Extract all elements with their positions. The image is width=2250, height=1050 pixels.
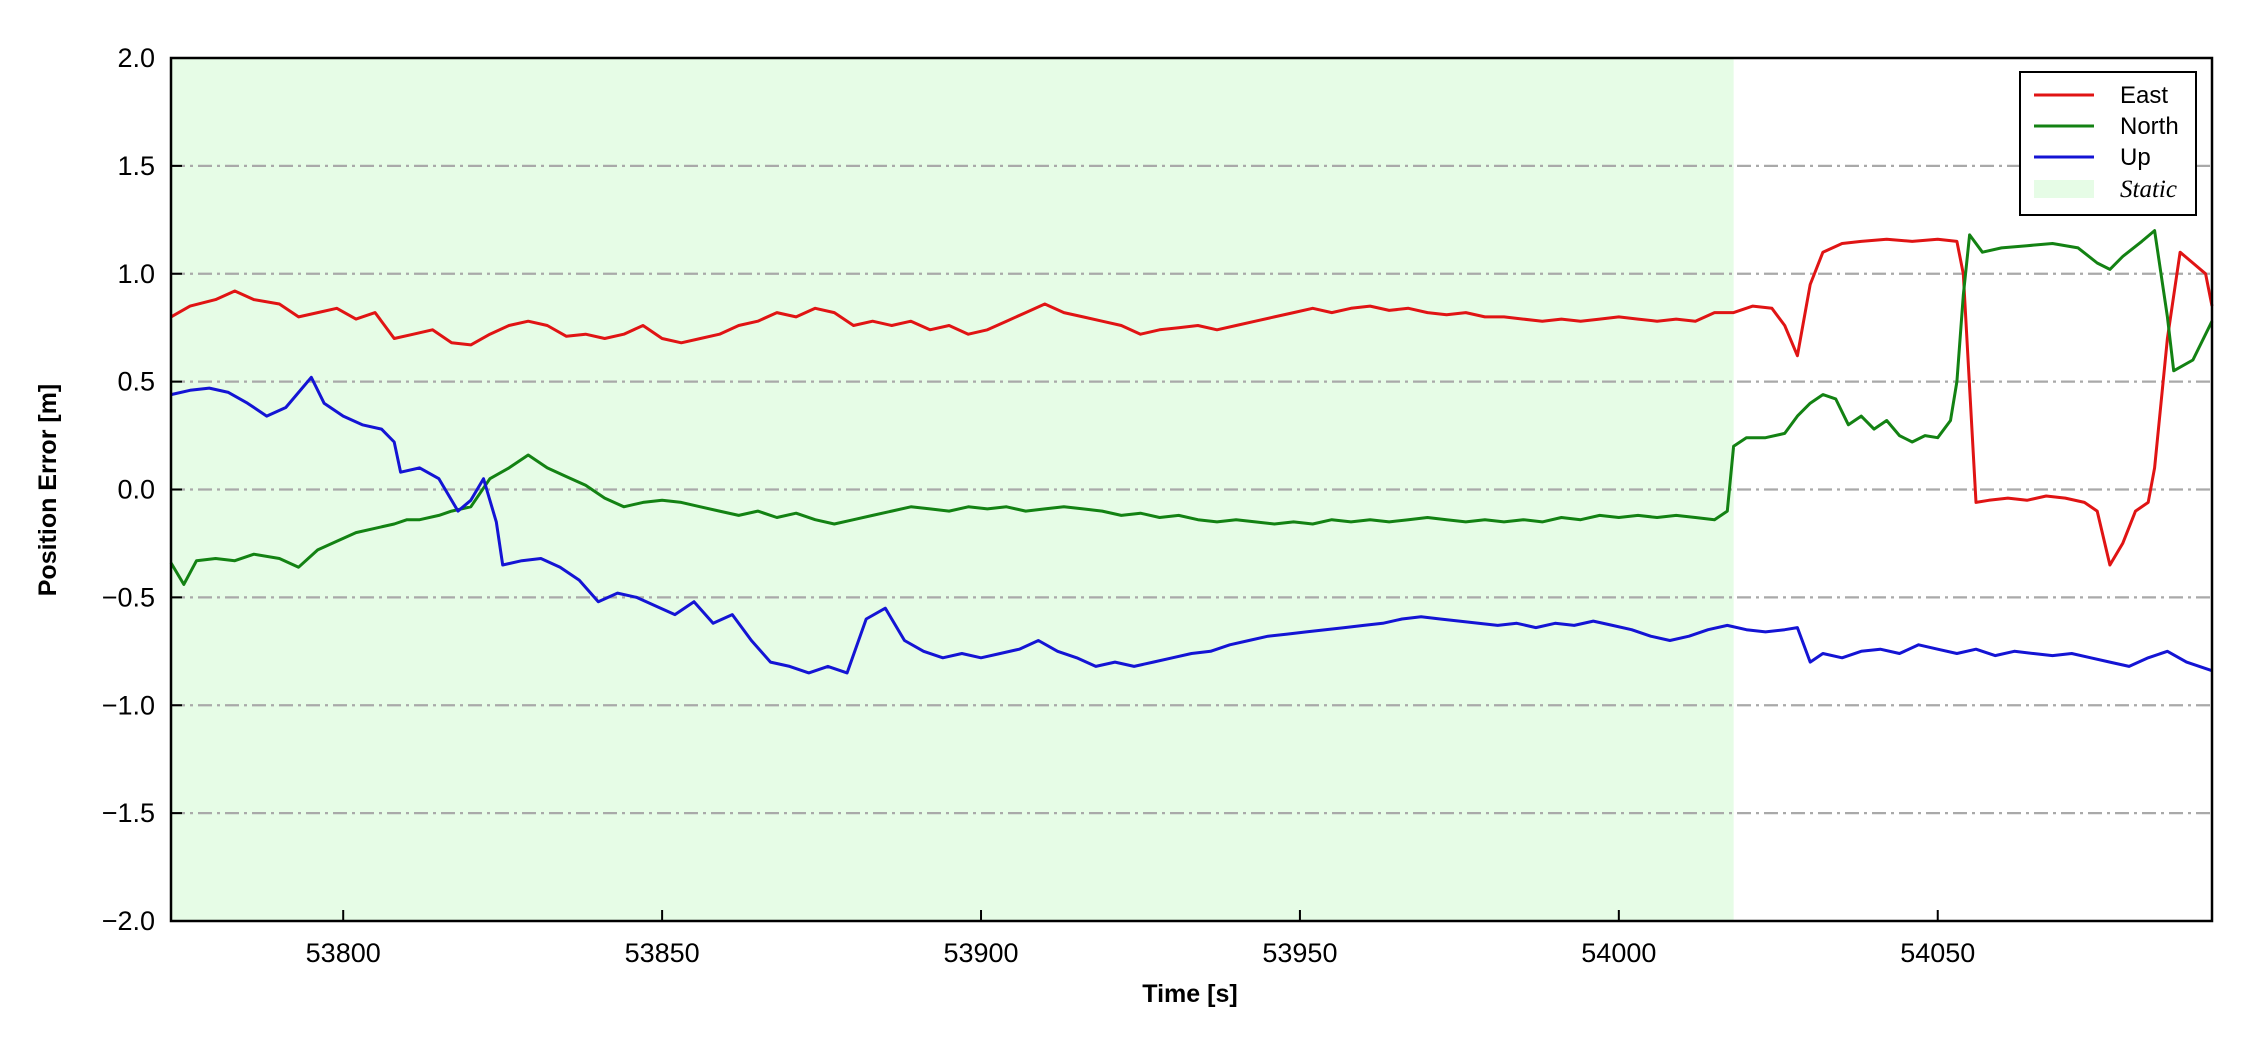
- x-tick-label: 54050: [1900, 938, 1975, 968]
- series-line-north: [169, 229, 2214, 586]
- ticks-layer: 2.0 1.5 1.0 0.5 0.0 −0.5 −1.0 −1.5 −2.0 53800 5385…: [102, 43, 1976, 968]
- y-tick-label: 2.0: [117, 43, 155, 73]
- y-axis-title: Position Error [m]: [34, 384, 62, 597]
- series-line-east: [170, 237, 2214, 567]
- x-tick-label: 53850: [625, 938, 700, 968]
- legend-label-north: North: [2120, 113, 2179, 140]
- series-line-up: [170, 375, 2213, 675]
- y-tick-label: −0.5: [102, 582, 155, 612]
- legend-label-static: Static: [2120, 176, 2177, 203]
- x-tick-label: 53800: [306, 938, 381, 968]
- x-tick-label: 53950: [1262, 938, 1337, 968]
- y-tick-label: 1.5: [117, 151, 155, 181]
- legend-label-east: East: [2120, 82, 2168, 109]
- legend-swatch-static: [2034, 180, 2094, 198]
- x-axis-title: Time [s]: [1142, 980, 1237, 1008]
- series-layer: [169, 229, 2214, 675]
- y-tick-label: −2.0: [102, 906, 155, 936]
- y-tick-label: −1.0: [102, 690, 155, 720]
- grid-layer: [171, 164, 2212, 815]
- x-tick-label: 53900: [943, 938, 1018, 968]
- legend: East North Up Static: [2019, 71, 2197, 216]
- y-tick-label: −1.5: [102, 798, 155, 828]
- x-tick-label: 54000: [1581, 938, 1656, 968]
- y-tick-label: 0.5: [117, 367, 155, 397]
- legend-label-up: Up: [2120, 144, 2151, 171]
- y-tick-label: 1.0: [117, 259, 155, 289]
- y-tick-label: 0.0: [117, 475, 155, 505]
